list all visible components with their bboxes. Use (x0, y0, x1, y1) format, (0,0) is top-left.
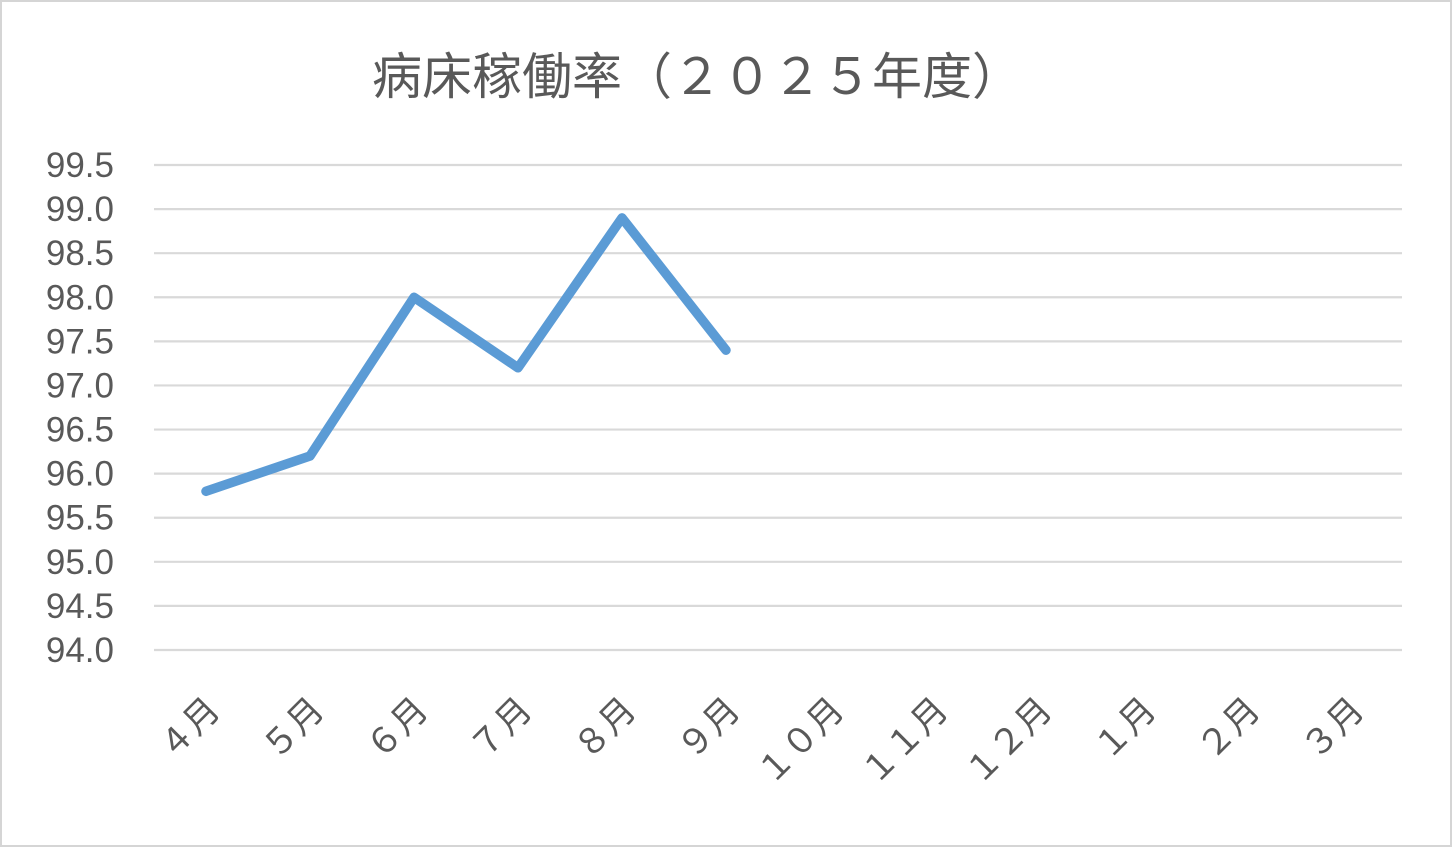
x-tick-label: １１月 (854, 690, 956, 792)
y-tick-label: 97.5 (46, 322, 114, 361)
chart-title: 病床稼働率（２０２５年度） (372, 49, 1022, 105)
y-tick-label: 94.0 (46, 631, 114, 670)
x-tick-label: ２月 (1191, 690, 1268, 767)
series-line (201, 213, 731, 497)
y-tick-label: 96.5 (46, 411, 114, 450)
y-tick-label: 95.0 (46, 543, 114, 582)
x-tick-label: ３月 (1295, 690, 1372, 767)
y-tick-label: 99.0 (46, 190, 114, 229)
x-tick-label: ８月 (567, 690, 644, 767)
y-tick-label: 94.5 (46, 587, 114, 626)
y-tick-label: 97.0 (46, 366, 114, 405)
y-tick-label: 98.5 (46, 234, 114, 273)
x-tick-label: ９月 (671, 690, 748, 767)
x-tick-label: ７月 (463, 690, 540, 767)
x-tick-label: １０月 (750, 690, 852, 792)
x-tick-label: ４月 (151, 690, 228, 767)
x-tick-label: ５月 (255, 690, 332, 767)
x-axis-labels: ４月 ５月 ６月 ７月 ８月 ９月 １０月 １１月 １２月 １月 ２月 ３月 (151, 690, 1372, 792)
y-tick-label: 96.0 (46, 455, 114, 494)
gridlines (154, 163, 1402, 652)
x-tick-label: １月 (1087, 690, 1164, 767)
x-tick-label: １２月 (958, 690, 1060, 792)
y-tick-label: 99.5 (46, 146, 114, 185)
y-axis-labels: 99.5 99.0 98.5 98.0 97.5 97.0 96.5 96.0 95.5 95.0… (46, 146, 114, 670)
y-tick-label: 98.0 (46, 278, 114, 317)
x-tick-label: ６月 (359, 690, 436, 767)
y-tick-label: 95.5 (46, 499, 114, 538)
